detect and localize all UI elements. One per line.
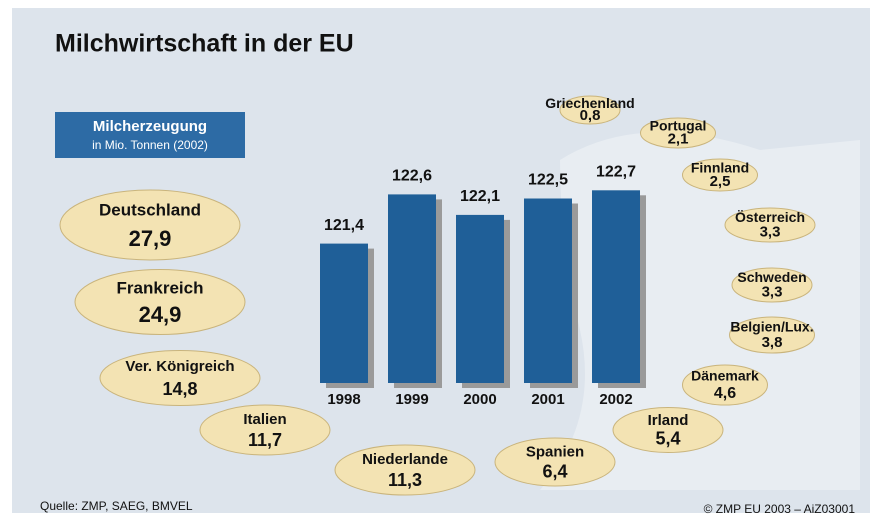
country-name: Portugal — [650, 118, 707, 134]
country-name: Ver. Königreich — [125, 358, 234, 375]
bar — [456, 214, 504, 383]
country-ellipse — [74, 269, 246, 335]
country-value: 5,4 — [655, 429, 680, 449]
country-value: 27,9 — [129, 226, 172, 251]
country-ellipse — [199, 404, 331, 456]
country-value: 3,8 — [762, 334, 783, 351]
country-value: 14,8 — [162, 379, 197, 399]
bar — [320, 243, 368, 383]
country-name: Belgien/Lux. — [730, 319, 813, 335]
country-value: 24,9 — [139, 302, 182, 327]
x-tick-label: 1998 — [327, 391, 360, 408]
country-ellipse — [59, 189, 241, 261]
bar — [388, 194, 436, 383]
country-ellipse — [494, 437, 616, 487]
country-ellipse — [640, 117, 716, 149]
country-ellipse — [731, 267, 813, 303]
bar — [592, 190, 640, 383]
country-name: Frankreich — [117, 278, 204, 297]
country-value: 4,6 — [714, 385, 736, 402]
country-name: Finnland — [691, 159, 749, 175]
x-tick-label: 2000 — [463, 391, 496, 408]
country-value: 11,3 — [388, 470, 422, 490]
subtitle: Milcherzeugung — [93, 118, 207, 135]
country-value: 2,1 — [668, 131, 689, 148]
x-tick-label: 2001 — [531, 391, 564, 408]
country-ellipse — [682, 364, 768, 406]
copyright: © ZMP EU 2003 – AiZ03001 — [704, 502, 856, 516]
bar — [524, 198, 572, 383]
country-name: Dänemark — [691, 368, 759, 384]
country-name: Italien — [243, 411, 286, 428]
country-value: 3,3 — [760, 223, 781, 240]
country-ellipse — [99, 350, 261, 406]
country-name: Deutschland — [99, 200, 201, 219]
legend-box — [55, 112, 245, 158]
country-name: Schweden — [737, 269, 806, 285]
value-label: 122,6 — [392, 168, 432, 185]
country-ellipse — [682, 158, 758, 192]
country-ellipse — [612, 407, 724, 453]
value-label: 122,7 — [596, 164, 636, 181]
country-name: Irland — [648, 412, 689, 429]
unit-label: in Mio. Tonnen (2002) — [92, 138, 208, 152]
country-ellipse — [334, 444, 476, 496]
country-value: 0,8 — [580, 107, 601, 124]
country-name: Griechenland — [545, 95, 634, 111]
chart-title: Milchwirtschaft in der EU — [55, 30, 354, 58]
x-tick-label: 1999 — [395, 391, 428, 408]
country-name: Spanien — [526, 443, 584, 460]
country-value: 3,3 — [762, 283, 783, 300]
source: Quelle: ZMP, SAEG, BMVEL — [40, 499, 193, 513]
value-label: 122,1 — [460, 188, 500, 205]
country-value: 6,4 — [542, 461, 567, 481]
value-label: 121,4 — [324, 217, 364, 234]
country-ellipse — [559, 95, 621, 125]
country-name: Niederlande — [362, 451, 448, 468]
country-ellipse — [724, 207, 816, 243]
country-value: 2,5 — [710, 173, 731, 190]
country-value: 11,7 — [248, 430, 282, 450]
x-tick-label: 2002 — [599, 391, 632, 408]
country-name: Österreich — [735, 209, 805, 225]
country-ellipse — [729, 316, 815, 354]
value-label: 122,5 — [528, 172, 568, 189]
